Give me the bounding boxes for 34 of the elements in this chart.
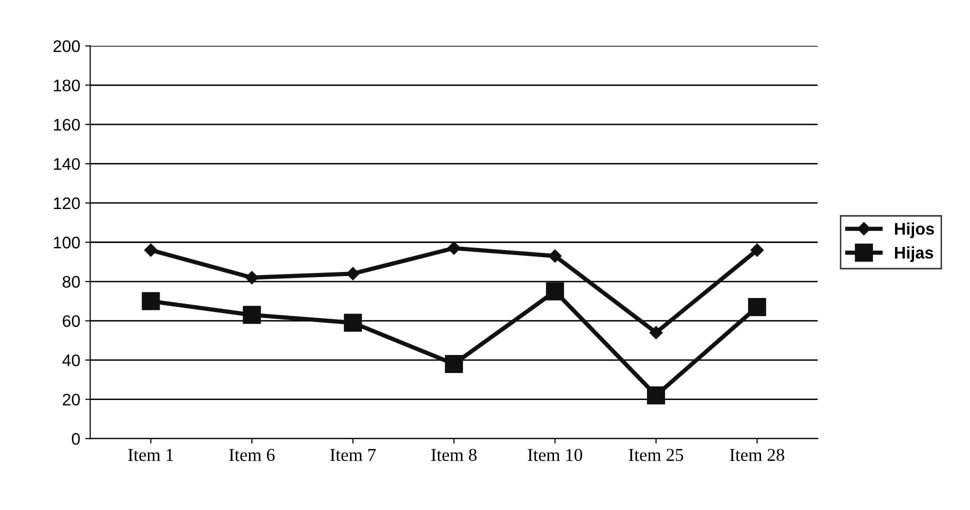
y-tick-label: 180	[54, 80, 80, 92]
legend-label: Hijas	[895, 246, 934, 262]
y-tick-label: 0	[72, 433, 80, 445]
y-tick-label: 140	[54, 158, 80, 170]
legend-label: Hijos	[895, 222, 934, 238]
point	[245, 271, 258, 284]
x-tick-label: Item 25	[628, 448, 684, 462]
point	[447, 242, 461, 255]
x-tick-label: Item 8	[431, 448, 477, 462]
point	[748, 298, 766, 316]
point	[546, 282, 564, 300]
point	[649, 326, 663, 340]
point	[750, 244, 764, 257]
x-tick-label: Item 1	[128, 448, 174, 462]
x-tick-label: Item 10	[528, 448, 582, 462]
y-tick-label: 60	[62, 315, 80, 327]
point	[444, 354, 463, 374]
point	[144, 244, 158, 257]
x-tick-label: Item 6	[229, 448, 275, 462]
point	[142, 292, 160, 310]
point	[242, 306, 261, 324]
y-tick-label: 160	[54, 118, 80, 131]
y-tick-label: 100	[54, 236, 80, 248]
point	[548, 249, 562, 263]
y-tick-label: 20	[62, 394, 80, 406]
point	[647, 386, 666, 404]
point	[344, 314, 362, 332]
x-tick-label: Item 28	[730, 448, 784, 462]
y-tick-label: 200	[54, 40, 80, 52]
y-tick-label: 80	[62, 276, 80, 288]
y-tick-label: 40	[62, 354, 80, 366]
point	[346, 267, 360, 280]
x-tick-label: Item 7	[330, 449, 376, 462]
y-tick-label: 120	[54, 197, 80, 210]
